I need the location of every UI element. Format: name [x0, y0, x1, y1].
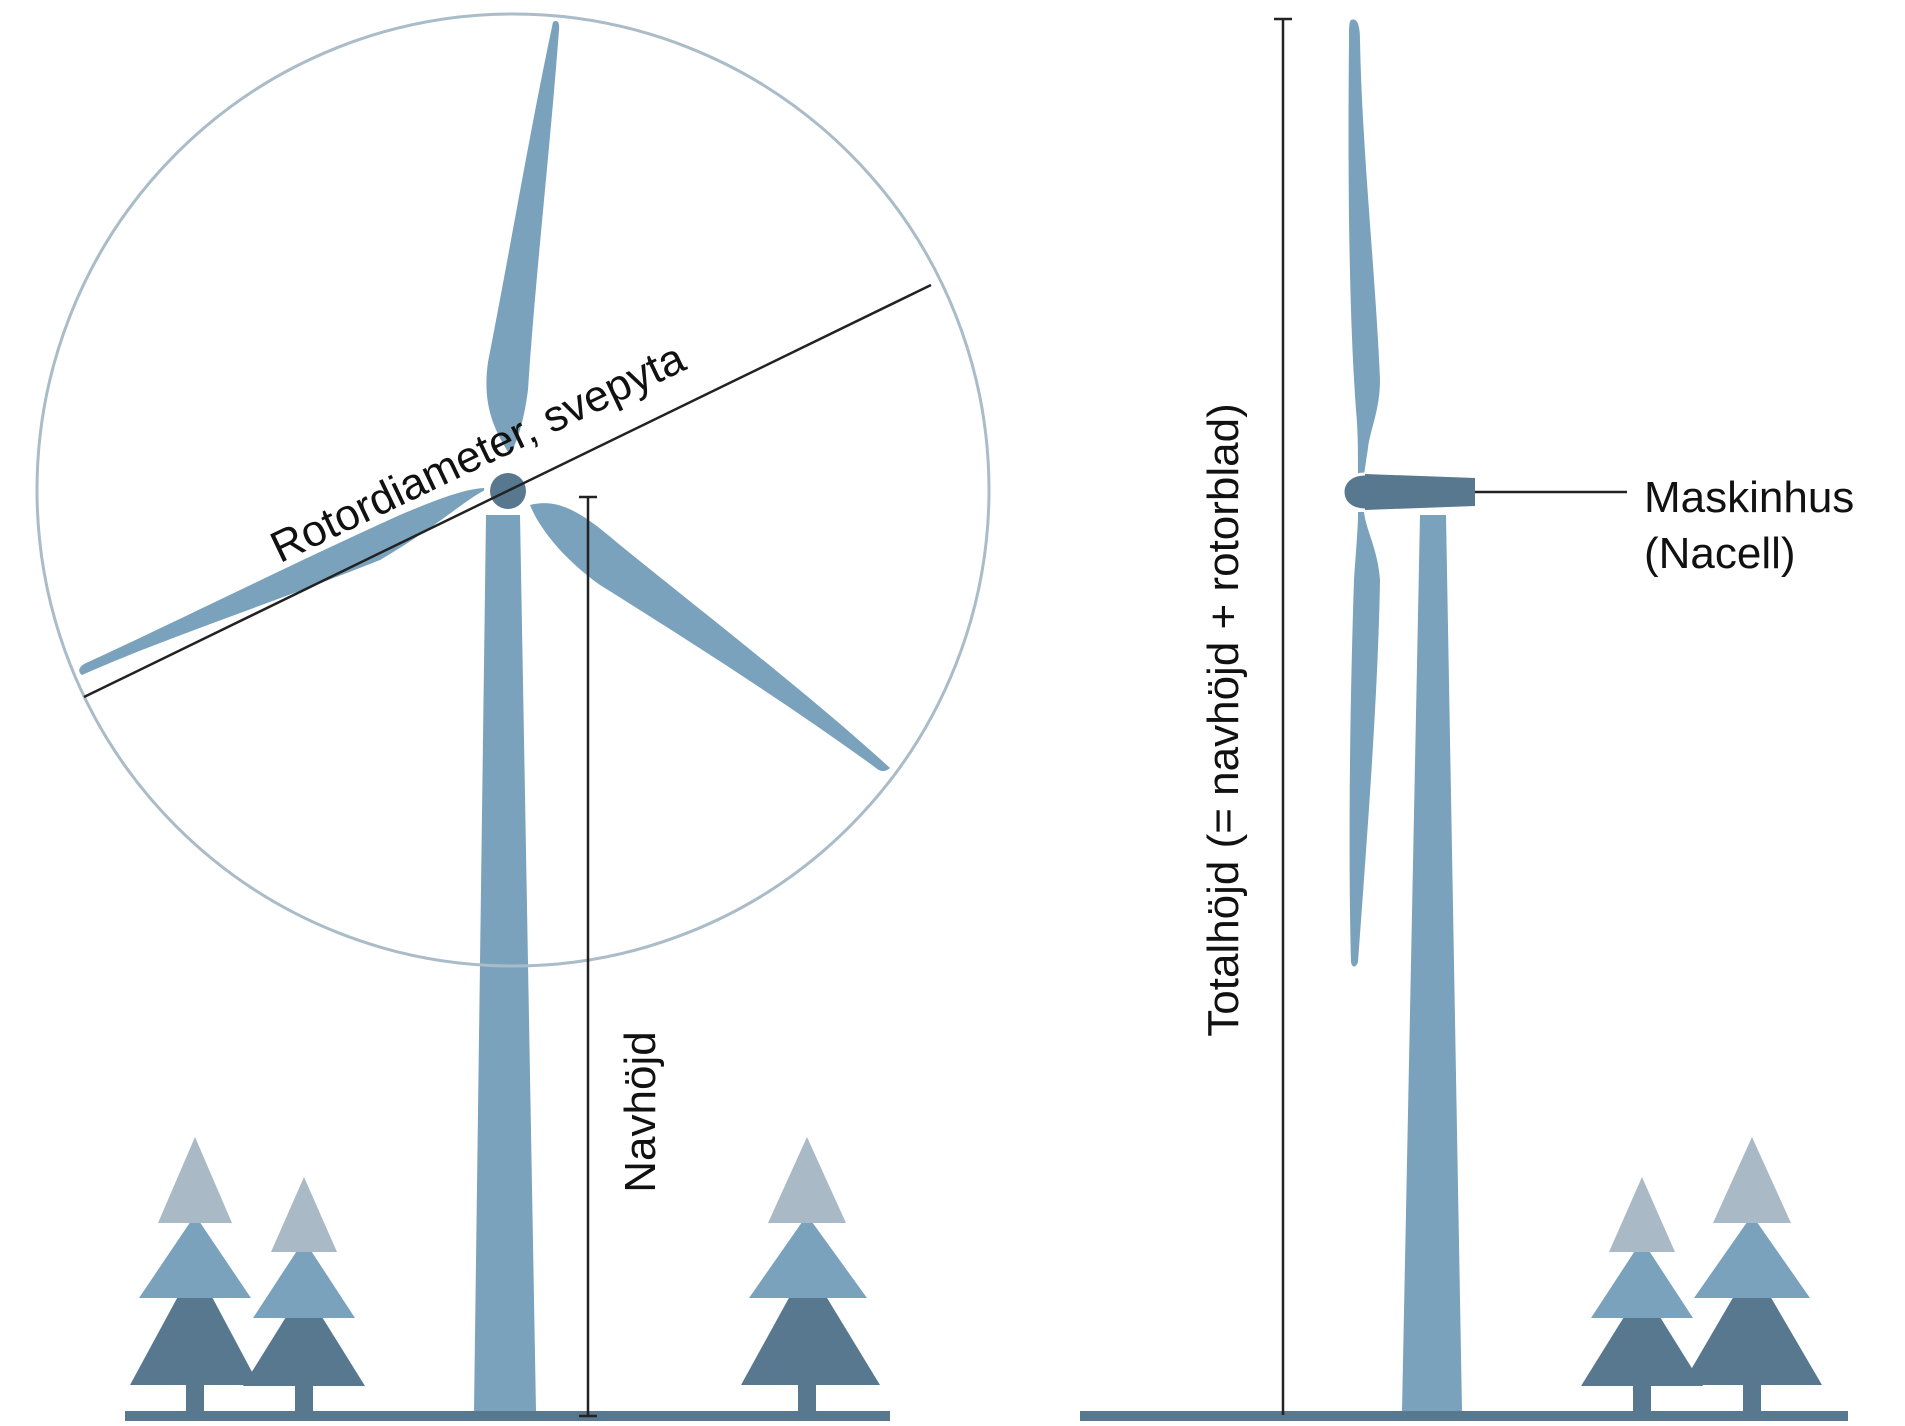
side-blade-lower [1349, 512, 1380, 967]
ground-left [125, 1411, 890, 1421]
nacelle [1343, 474, 1475, 510]
rotor-diameter-label: Rotordiameter, svepyta [263, 333, 693, 572]
tree-right-1 [1581, 1177, 1703, 1413]
rotor-swept-circle [35, 12, 991, 968]
rotor-diameter-line [83, 283, 932, 699]
tower-side [1402, 515, 1462, 1411]
nacelle-spinner [1341, 472, 1366, 512]
tree-right-2 [1682, 1137, 1822, 1413]
ground-right [1080, 1411, 1848, 1421]
hub-height-label: Navhöjd [616, 1031, 665, 1192]
tree-left-2 [243, 1177, 365, 1413]
tree-left-3 [741, 1137, 880, 1413]
side-blade-upper [1348, 19, 1380, 476]
nacelle-label-line2: (Nacell) [1644, 529, 1796, 578]
nacelle-label-line1: Maskinhus [1644, 473, 1854, 522]
tower-front [474, 515, 536, 1411]
total-height-label: Totalhöjd (= navhöjd + rotorblad) [1199, 403, 1248, 1037]
tree-left-1 [130, 1137, 259, 1413]
rotor-blade-right [530, 503, 890, 771]
rotor-blade-left [79, 487, 490, 675]
rotor-blade-up [486, 20, 560, 455]
